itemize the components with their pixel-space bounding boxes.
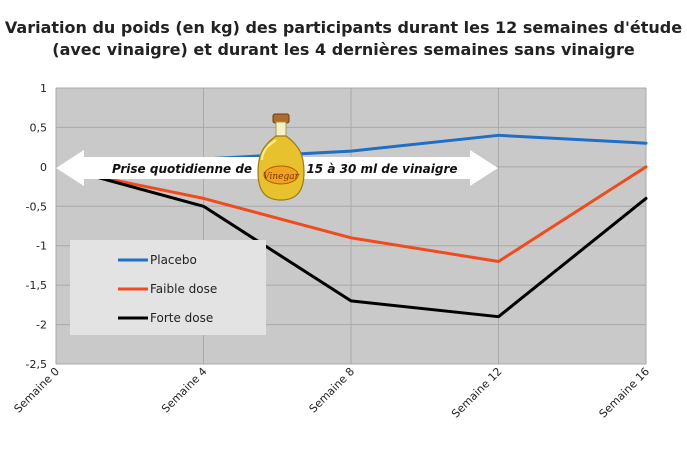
x-tick-label: Semaine 0 (12, 365, 63, 416)
legend-box (70, 240, 266, 335)
bottle-label: Vinegar (263, 172, 299, 182)
y-tick-label: 0,5 (30, 121, 48, 134)
annotation-left-text: Prise quotidienne de (112, 162, 252, 176)
chart-title-line-1: Variation du poids (en kg) des participa… (4, 18, 683, 37)
x-tick-label: Semaine 12 (449, 365, 505, 421)
annotation-right-text: 15 à 30 ml de vinaigre (306, 162, 457, 176)
series-line (86, 173, 648, 319)
x-axis: Semaine 0 Semaine 4 Semaine 8 Semaine 12 Sem… (12, 365, 653, 421)
chart-title-line-2: (avec vinaigre) et durant les 4 dernière… (52, 40, 635, 59)
x-tick-label: Semaine 8 (307, 365, 358, 416)
series-line (86, 165, 648, 263)
y-tick-label: -2 (36, 319, 47, 332)
y-tick-label: 0 (40, 161, 47, 174)
y-axis: 1 0,5 0 -0,5 -1 -1,5 -2 -2,5 (26, 82, 47, 371)
y-tick-label: -1 (36, 240, 47, 253)
legend: Placebo Faible dose Forte dose (70, 240, 266, 335)
y-tick-label: -2,5 (26, 358, 47, 371)
x-tick-label: Semaine 4 (159, 365, 210, 416)
annotation: Prise quotidienne de 15 à 30 ml de vinai… (56, 113, 498, 201)
y-tick-label: -1,5 (26, 279, 47, 292)
legend-label: Faible dose (150, 282, 217, 296)
legend-label: Forte dose (150, 311, 213, 325)
x-tick-label: Semaine 16 (597, 365, 653, 421)
vinegar-bottle-icon: Vinegar (257, 113, 305, 201)
y-tick-label: 1 (40, 82, 47, 95)
legend-label: Placebo (150, 253, 197, 267)
chart-title: Variation du poids (en kg) des participa… (0, 17, 687, 61)
y-tick-label: -0,5 (26, 200, 47, 213)
